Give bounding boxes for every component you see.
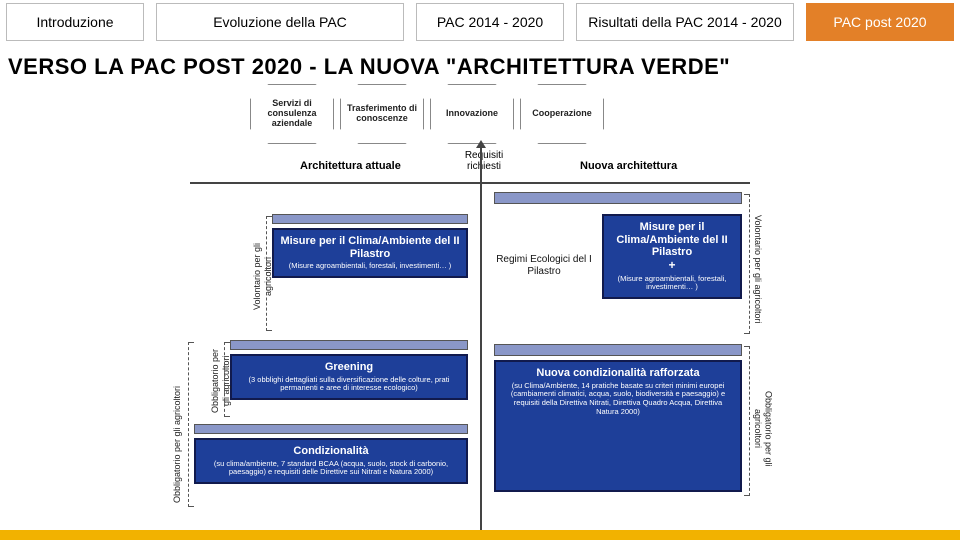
box-heading: Misure per il Clima/Ambiente del II Pila… [280,235,460,260]
bottom-accent-bar [0,530,960,540]
tab-introduzione[interactable]: Introduzione [0,0,150,44]
architecture-diagram: Servizi di consulenza aziendale Trasferi… [0,84,960,544]
plus-sign: + [610,259,734,273]
octagon-innovazione: Innovazione [430,84,514,144]
vlabel-obbl-right: Obbligatorio per gli agricoltori [752,374,774,484]
arch-nuova-label: Nuova architettura [580,160,677,172]
horizontal-axis [190,182,750,184]
box-sub: (Misure agroambientali, forestali, inves… [610,275,734,292]
requisiti-label: Requisiti richiesti [454,150,514,172]
tab-evoluzione[interactable]: Evoluzione della PAC [150,0,410,44]
octagon-consulenza: Servizi di consulenza aziendale [250,84,334,144]
tab-pac-2014-2020[interactable]: PAC 2014 - 2020 [410,0,570,44]
box-sub: (3 obblighi dettagliati sulla diversific… [238,376,460,393]
tab-label: PAC post 2020 [806,3,954,41]
right-cap-top [494,192,742,204]
left-cap-bot [194,424,468,434]
bracket-left-outer [188,342,194,507]
box-left-greening: Greening (3 obblighi dettagliati sulla d… [230,354,468,400]
tab-pac-post-2020[interactable]: PAC post 2020 [800,0,960,44]
box-heading: Condizionalità [202,445,460,458]
tab-label: Risultati della PAC 2014 - 2020 [576,3,794,41]
bracket-left-top [266,216,272,331]
page-title: VERSO LA PAC POST 2020 - LA NUOVA "ARCHI… [0,44,960,84]
arch-attuale-label: Architettura attuale [300,160,401,172]
vlabel-obbl-left: Obbligatorio per gli agricoltori [172,384,183,504]
bracket-right-top [744,194,750,334]
box-sub: (su Clima/Ambiente, 14 pratiche basate s… [502,382,734,417]
octagon-trasferimento: Trasferimento di conoscenze [340,84,424,144]
box-sub: (su clima/ambiente, 7 standard BCAA (acq… [202,460,460,477]
tab-label: Evoluzione della PAC [156,3,404,41]
box-left-misure: Misure per il Clima/Ambiente del II Pila… [272,228,468,278]
left-cap-mid [230,340,468,350]
vertical-axis [480,146,482,536]
box-heading: Nuova condizionalità rafforzata [502,367,734,380]
box-heading: Greening [238,361,460,374]
box-heading: Misure per il Clima/Ambiente del II Pila… [610,221,734,259]
box-right-misure: Misure per il Clima/Ambiente del II Pila… [602,214,742,299]
octagon-cooperazione: Cooperazione [520,84,604,144]
box-right-condizionalita: Nuova condizionalità rafforzata (su Clim… [494,360,742,492]
tab-risultati[interactable]: Risultati della PAC 2014 - 2020 [570,0,800,44]
box-left-condizionalita: Condizionalità (su clima/ambiente, 7 sta… [194,438,468,484]
left-cap-top [272,214,468,224]
bracket-right-bot [744,346,750,496]
tab-label: PAC 2014 - 2020 [416,3,564,41]
breadcrumb-tabs: Introduzione Evoluzione della PAC PAC 20… [0,0,960,44]
vlabel-volontario-right: Volontario per gli agricoltori [752,214,763,324]
regimi-ecologici-label: Regimi Ecologici del I Pilastro [494,254,594,278]
tab-label: Introduzione [6,3,144,41]
right-cap-mid [494,344,742,356]
bracket-left-mid [224,342,230,417]
octagon-row: Servizi di consulenza aziendale Trasferi… [250,84,604,144]
box-sub: (Misure agroambientali, forestali, inves… [280,262,460,271]
